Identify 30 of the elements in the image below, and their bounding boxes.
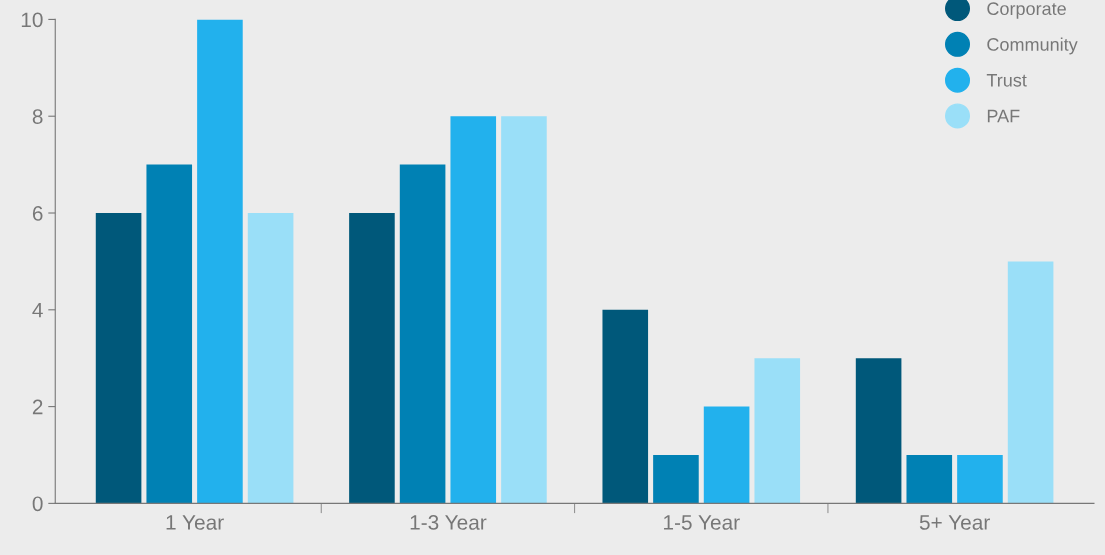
x-tick-label: 1-3 Year bbox=[410, 515, 487, 530]
bar bbox=[399, 164, 446, 504]
bar bbox=[957, 454, 1003, 504]
y-tick-label: 6 bbox=[32, 206, 43, 221]
bar bbox=[146, 164, 193, 504]
bar bbox=[501, 116, 547, 504]
legend-label: Trust bbox=[986, 74, 1027, 87]
bar bbox=[247, 213, 294, 504]
bar bbox=[1007, 261, 1054, 504]
y-tick-label: 4 bbox=[32, 303, 43, 318]
bar bbox=[450, 116, 497, 504]
legend-label: Community bbox=[987, 37, 1078, 55]
bar bbox=[95, 213, 142, 504]
y-tick-label: 10 bbox=[21, 12, 43, 28]
bar bbox=[602, 309, 649, 504]
y-tick-label: 8 bbox=[32, 109, 43, 124]
y-tick-label: 2 bbox=[32, 399, 43, 415]
x-tick-label: 1-5 Year bbox=[664, 515, 740, 530]
legend-label: Corporate bbox=[987, 2, 1066, 19]
bar bbox=[349, 213, 395, 504]
legend-label: PAF bbox=[987, 109, 1020, 123]
bar bbox=[653, 454, 699, 504]
bar bbox=[754, 358, 801, 504]
x-tick-label: 1 Year bbox=[166, 515, 224, 530]
bar bbox=[197, 19, 243, 504]
y-tick-label: 0 bbox=[32, 496, 43, 512]
bar bbox=[906, 454, 953, 504]
bar bbox=[855, 358, 902, 504]
bar bbox=[703, 406, 750, 504]
x-tick-label: 5+ Year bbox=[919, 515, 990, 530]
